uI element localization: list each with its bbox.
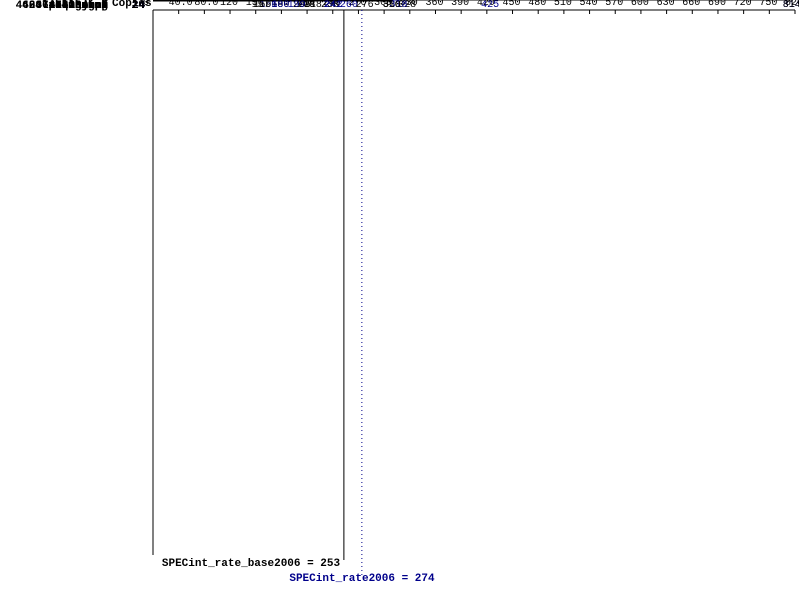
x-tick-label: 660 bbox=[682, 0, 700, 9]
peak-score-label: SPECint_rate2006 = 274 bbox=[289, 573, 434, 585]
base-value: 310 bbox=[383, 0, 401, 11]
x-tick-label: 540 bbox=[580, 0, 598, 9]
base-value: 814 bbox=[783, 0, 799, 11]
x-tick-label: 720 bbox=[734, 0, 752, 9]
base-value: 218 bbox=[304, 0, 322, 11]
spec-chart bbox=[0, 0, 799, 606]
x-tick-label: 570 bbox=[605, 0, 623, 9]
x-tick-label: 600 bbox=[631, 0, 649, 9]
x-tick-label: 480 bbox=[528, 0, 546, 9]
peak-value: 425 bbox=[481, 0, 499, 11]
base-value: 276 bbox=[356, 0, 374, 11]
copies-base: 24 bbox=[132, 0, 145, 12]
x-tick-label: 750 bbox=[759, 0, 777, 9]
peak-value: 180 bbox=[271, 0, 289, 11]
peak-value: 199 bbox=[288, 0, 306, 11]
base-value: 159 bbox=[253, 0, 271, 11]
base-score-label: SPECint_rate_base2006 = 253 bbox=[162, 558, 340, 570]
x-tick-label: 80.0 bbox=[194, 0, 218, 9]
x-tick-label: 120 bbox=[220, 0, 238, 9]
x-tick-label: 510 bbox=[554, 0, 572, 9]
x-tick-label: 690 bbox=[708, 0, 726, 9]
x-tick-label: 390 bbox=[451, 0, 469, 9]
x-tick-label: 630 bbox=[657, 0, 675, 9]
x-tick-label: 360 bbox=[425, 0, 443, 9]
benchmark-name: 483.xalancbmk bbox=[22, 0, 108, 12]
x-tick-label: 40.0 bbox=[169, 0, 193, 9]
x-tick-label: 450 bbox=[503, 0, 521, 9]
peak-value: 241 bbox=[324, 0, 342, 11]
